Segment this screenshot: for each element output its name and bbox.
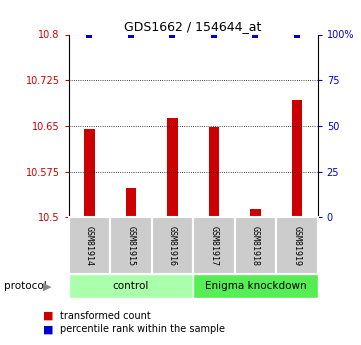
Bar	[69, 274, 193, 298]
Text: GSM81915: GSM81915	[126, 226, 135, 266]
Text: ▶: ▶	[43, 282, 51, 291]
Point	[211, 32, 217, 37]
Title: GDS1662 / 154644_at: GDS1662 / 154644_at	[125, 20, 262, 33]
Text: percentile rank within the sample: percentile rank within the sample	[60, 325, 225, 334]
Text: transformed count: transformed count	[60, 311, 150, 321]
Bar	[276, 217, 318, 274]
Text: GSM81916: GSM81916	[168, 226, 177, 266]
Text: control: control	[113, 282, 149, 291]
Text: GSM81917: GSM81917	[209, 226, 218, 266]
Bar	[126, 188, 136, 217]
Bar	[167, 118, 178, 217]
Text: GSM81918: GSM81918	[251, 226, 260, 266]
Text: protocol: protocol	[4, 282, 46, 291]
Bar	[69, 217, 110, 274]
Bar	[84, 129, 95, 217]
Bar	[193, 217, 235, 274]
Text: GSM81919: GSM81919	[292, 226, 301, 266]
Bar	[110, 217, 152, 274]
Bar	[235, 217, 276, 274]
Point	[294, 32, 300, 37]
Bar	[292, 100, 302, 217]
Text: ■: ■	[43, 325, 54, 334]
Text: ■: ■	[43, 311, 54, 321]
Text: Enigma knockdown: Enigma knockdown	[205, 282, 306, 291]
Point	[128, 32, 134, 37]
Bar	[250, 209, 261, 217]
Point	[253, 32, 258, 37]
Bar	[193, 274, 318, 298]
Bar	[209, 127, 219, 217]
Point	[170, 32, 175, 37]
Text: GSM81914: GSM81914	[85, 226, 94, 266]
Point	[87, 32, 92, 37]
Bar	[152, 217, 193, 274]
